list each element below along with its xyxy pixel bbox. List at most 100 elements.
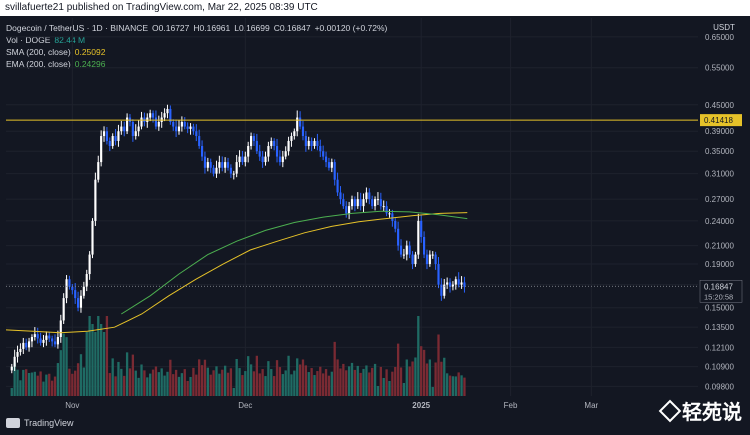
candle-body xyxy=(218,162,221,168)
candle-body xyxy=(198,136,201,147)
candle-body xyxy=(399,245,403,255)
legend-ema-row[interactable]: EMA (200, close) 0.24296 xyxy=(6,58,387,70)
volume-bar xyxy=(140,364,143,396)
change-value: +0.00120 (+0.72%) xyxy=(314,23,388,33)
candle-body xyxy=(327,162,331,168)
candle-body xyxy=(278,156,281,163)
volume-bar xyxy=(108,373,111,396)
y-tick-label: 0.45000 xyxy=(705,101,734,110)
volume-bar xyxy=(284,370,287,396)
candle-body xyxy=(102,131,106,137)
candle-body xyxy=(25,342,28,348)
volume-bar xyxy=(62,333,65,396)
volume-bar xyxy=(198,359,201,396)
volume-bar xyxy=(316,371,319,396)
volume-bar xyxy=(267,361,270,396)
y-tick-label: 0.12100 xyxy=(705,343,734,352)
candle-body xyxy=(39,338,42,343)
candle-body xyxy=(443,284,446,296)
candle-body xyxy=(85,274,88,287)
candle-body xyxy=(273,140,276,147)
candle-body xyxy=(362,199,365,207)
currency-label: USDT xyxy=(713,23,735,32)
volume-bar xyxy=(192,367,195,396)
volume-bar xyxy=(157,372,160,396)
volume-bar xyxy=(42,381,45,396)
volume-bar xyxy=(379,366,382,396)
candle-body xyxy=(446,282,449,285)
candle-body xyxy=(229,167,232,174)
candle-body xyxy=(252,136,256,141)
volume-bar xyxy=(460,375,463,396)
volume-bar xyxy=(373,363,377,396)
volume-bar xyxy=(382,378,385,396)
high-value: H0.16961 xyxy=(193,23,231,33)
candle-body xyxy=(284,151,287,157)
volume-bar xyxy=(45,374,48,396)
volume-bar xyxy=(48,373,51,396)
ema-value: 0.24296 xyxy=(74,59,106,69)
candle-body xyxy=(126,117,129,132)
candle-body xyxy=(131,121,134,137)
tradingview-logo[interactable]: TradingView xyxy=(6,418,74,428)
legend-volume-row[interactable]: Vol · DOGE 82.44 M xyxy=(6,34,387,46)
candle-body xyxy=(48,335,51,339)
volume-bar xyxy=(270,369,273,396)
candle-body xyxy=(16,352,19,357)
candle-body xyxy=(77,298,80,308)
candle-body xyxy=(373,199,377,207)
candle-body xyxy=(140,117,143,127)
candle-body xyxy=(304,136,307,147)
candle-body xyxy=(91,220,94,255)
candle-body xyxy=(82,286,85,296)
volume-bar xyxy=(405,359,408,396)
volume-bar xyxy=(166,371,169,396)
candle-body xyxy=(154,117,158,127)
volume-bar xyxy=(440,361,443,396)
volume-bar xyxy=(443,357,446,396)
candle-body xyxy=(261,156,264,163)
candle-body xyxy=(258,151,261,157)
volume-bar xyxy=(19,380,22,396)
candle-body xyxy=(293,131,296,137)
volume-bar xyxy=(241,375,244,396)
volume-bar xyxy=(272,376,276,396)
x-tick-label: Nov xyxy=(65,401,79,410)
candle-body xyxy=(134,131,137,137)
volume-bar xyxy=(342,363,345,396)
y-tick-label: 0.31000 xyxy=(705,170,734,179)
candle-body xyxy=(448,282,452,287)
candle-body xyxy=(307,140,310,147)
tradingview-brand: TradingView xyxy=(24,418,74,428)
candle-body xyxy=(120,126,123,132)
volume-bar xyxy=(223,365,227,396)
candle-body xyxy=(431,254,434,256)
volume-bar xyxy=(336,359,339,396)
candle-body xyxy=(186,126,189,129)
volume-bar xyxy=(94,332,97,396)
candle-body xyxy=(169,108,172,122)
legend-sma-row[interactable]: SMA (200, close) 0.25092 xyxy=(6,46,387,58)
candle-body xyxy=(420,220,423,237)
candle-body xyxy=(189,126,192,129)
symbol-label[interactable]: Dogecoin / TetherUS · 1D · BINANCE xyxy=(6,23,149,33)
candle-body xyxy=(454,279,457,285)
sma-value: 0.25092 xyxy=(74,47,106,57)
volume-bar xyxy=(304,365,308,396)
volume-bar xyxy=(399,367,403,396)
candle-body xyxy=(215,167,218,174)
volume-bar xyxy=(146,377,149,396)
candle-body xyxy=(301,126,305,137)
volume-bar xyxy=(149,373,152,396)
volume-bar xyxy=(417,316,420,396)
y-tick-label: 0.24000 xyxy=(705,217,734,226)
sma-line xyxy=(5,212,468,334)
candle-body xyxy=(330,162,333,168)
volume-bar xyxy=(13,362,16,396)
volume-bar xyxy=(420,346,423,396)
volume-bar xyxy=(414,357,417,396)
time-axis: Nov Dec 2025 Feb Mar xyxy=(65,401,598,410)
candle-body xyxy=(235,162,238,174)
candle-body xyxy=(434,254,437,265)
